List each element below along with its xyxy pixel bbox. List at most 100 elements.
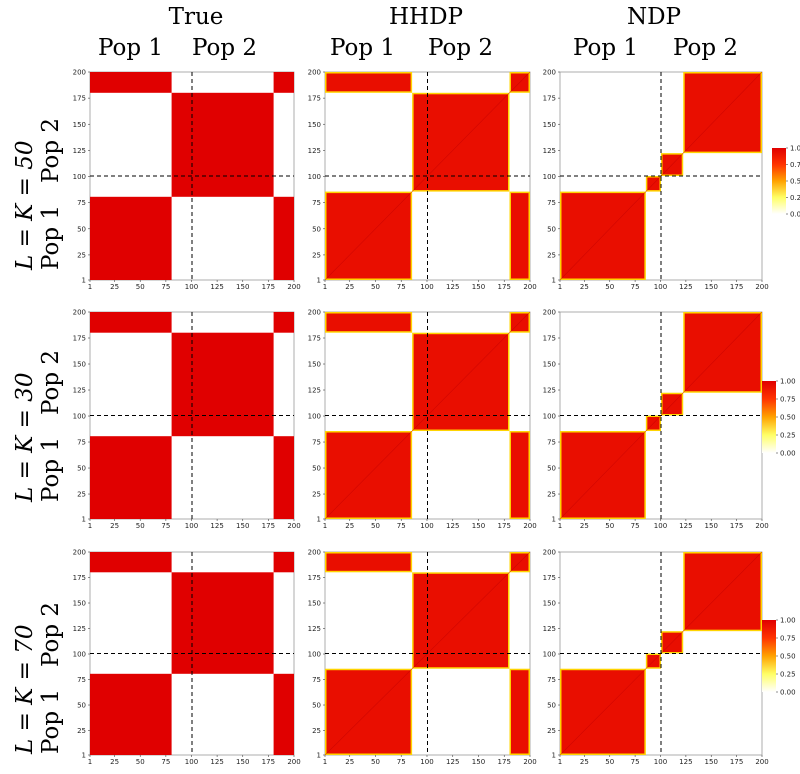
x-tick-label: 25 [580, 283, 589, 291]
x-tick-label: 75 [631, 522, 640, 530]
x-tick-label: 125 [210, 758, 223, 766]
legend-tick-label: 0.50 [780, 653, 796, 661]
y-tick-label: 150 [308, 361, 321, 369]
y-tick-label: 200 [543, 69, 556, 77]
y-tick-label: 125 [73, 147, 86, 155]
legend-tick-label: 0.50 [790, 178, 800, 186]
x-tick-label: 50 [605, 283, 614, 291]
legend-tick-label: 0.00 [790, 211, 800, 219]
x-tick-label: 175 [498, 522, 511, 530]
y-tick-label: 1 [317, 516, 321, 524]
y-tick-label: 200 [543, 549, 556, 557]
x-tick-label: 175 [262, 283, 275, 291]
y-tick-label: 150 [543, 121, 556, 129]
y-tick-label: 1 [82, 277, 86, 285]
y-tick-label: 1 [82, 752, 86, 760]
x-tick-label: 1 [88, 283, 92, 291]
y-tick-label: 175 [543, 335, 556, 343]
x-tick-label: 100 [654, 758, 667, 766]
y-tick-label: 50 [312, 225, 321, 233]
y-tick-label: 100 [543, 173, 556, 181]
heatmap-cell [326, 313, 411, 332]
y-tick-label: 50 [77, 702, 86, 710]
legend-colorbar [762, 381, 776, 453]
heatmap-cell [511, 193, 529, 279]
x-tick-label: 25 [345, 758, 354, 766]
x-tick-label: 200 [523, 758, 536, 766]
x-tick-label: 175 [498, 758, 511, 766]
x-tick-label: 25 [580, 522, 589, 530]
x-tick-label: 150 [472, 522, 485, 530]
legend-tick-label: 0.75 [780, 635, 796, 643]
y-tick-label: 150 [308, 600, 321, 608]
x-tick-label: 125 [679, 758, 692, 766]
x-tick-label: 100 [185, 283, 198, 291]
heatmap-cell [90, 436, 172, 519]
y-tick-label: 75 [547, 676, 556, 684]
legend-tick-label: 0.75 [780, 396, 796, 404]
heatmap-cell [171, 332, 274, 437]
x-tick-label: 75 [631, 758, 640, 766]
x-tick-label: 125 [679, 522, 692, 530]
x-tick-label: 125 [446, 283, 459, 291]
y-tick-label: 200 [73, 309, 86, 317]
y-tick-label: 200 [308, 309, 321, 317]
x-tick-label: 25 [580, 758, 589, 766]
y-tick-label: 1 [552, 752, 556, 760]
y-tick-label: 75 [77, 439, 86, 447]
x-tick-label: 75 [397, 283, 406, 291]
x-tick-label: 1 [558, 522, 562, 530]
y-tick-label: 125 [308, 387, 321, 395]
heatmap-cell [171, 92, 274, 197]
y-tick-label: 200 [73, 549, 86, 557]
heatmap-panel-hhdp-row1: 1 25 50 75 100 125 150 175 200125507510012515017… [308, 69, 537, 292]
y-tick-label: 100 [73, 173, 86, 181]
x-tick-label: 75 [631, 283, 640, 291]
y-tick-label: 100 [73, 413, 86, 421]
heatmap-panel-ndp-row1: 1 25 50 75 100 125 150 175 200125507510012515017… [543, 69, 769, 292]
heatmap-panel-true-row2: 1 25 50 75 100 125 150 175 200125507510012515017… [73, 309, 301, 531]
heatmap-cell [273, 436, 294, 519]
x-tick-label: 200 [287, 758, 300, 766]
diagonal-line [324, 71, 531, 281]
x-tick-label: 100 [654, 522, 667, 530]
y-tick-label: 50 [547, 465, 556, 473]
y-tick-label: 100 [308, 173, 321, 181]
y-tick-label: 50 [77, 465, 86, 473]
y-tick-label: 75 [312, 439, 321, 447]
y-tick-label: 25 [77, 251, 86, 259]
x-tick-label: 25 [110, 758, 119, 766]
y-tick-label: 175 [308, 95, 321, 103]
heatmap-panel-true-row1: 1 25 50 75 100 125 150 175 200125507510012515017… [73, 69, 301, 292]
x-tick-label: 25 [110, 283, 119, 291]
x-tick-label: 125 [210, 283, 223, 291]
x-tick-label: 125 [446, 522, 459, 530]
x-tick-label: 150 [705, 758, 718, 766]
x-tick-label: 50 [605, 522, 614, 530]
heatmap-cell [273, 673, 294, 755]
x-tick-label: 50 [371, 283, 380, 291]
legend-tick-label: 0.75 [790, 161, 800, 169]
y-tick-label: 25 [77, 727, 86, 735]
y-tick-label: 75 [547, 199, 556, 207]
y-tick-label: 25 [547, 491, 556, 499]
y-tick-label: 175 [73, 95, 86, 103]
x-tick-label: 200 [523, 522, 536, 530]
x-tick-label: 100 [185, 522, 198, 530]
heatmap-panel-ndp-row3: 1 25 50 75 100 125 150 175 200125507510012515017… [543, 549, 769, 767]
heatmap-cell [90, 196, 172, 280]
y-tick-label: 150 [73, 361, 86, 369]
y-tick-label: 175 [543, 95, 556, 103]
heatmap-panel-true-row3: 1 25 50 75 100 125 150 175 200125507510012515017… [73, 549, 301, 767]
y-tick-label: 1 [317, 752, 321, 760]
legend-tick-label: 0.25 [780, 432, 796, 440]
x-tick-label: 75 [161, 522, 170, 530]
heatmap-cell [511, 432, 529, 518]
y-tick-label: 125 [73, 625, 86, 633]
x-tick-label: 175 [730, 758, 743, 766]
y-tick-label: 125 [308, 625, 321, 633]
x-tick-label: 75 [161, 283, 170, 291]
y-tick-label: 200 [308, 69, 321, 77]
y-tick-label: 75 [312, 676, 321, 684]
